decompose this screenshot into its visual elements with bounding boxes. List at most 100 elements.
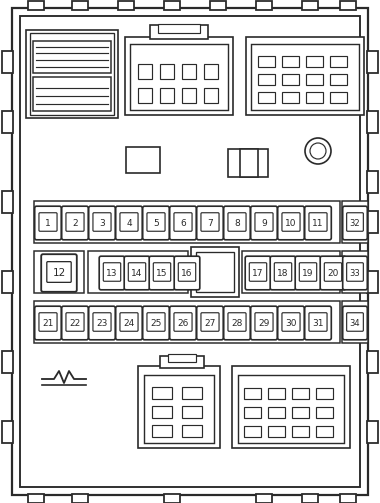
Bar [33,77,111,111]
Bar [316,426,333,437]
Text: 34: 34 [350,319,360,328]
FancyBboxPatch shape [282,313,300,331]
Bar [34,301,340,343]
Text: 25: 25 [150,319,162,328]
Bar [342,251,368,293]
Bar [282,56,299,67]
Bar [228,149,268,177]
Text: 5: 5 [153,219,159,228]
Bar [342,201,368,243]
Bar [256,494,272,503]
Text: 4: 4 [126,219,132,228]
Bar [2,351,13,373]
Bar [2,271,13,293]
Text: 29: 29 [258,319,270,328]
Bar [367,111,378,133]
Bar [244,388,261,399]
FancyBboxPatch shape [228,213,246,231]
FancyBboxPatch shape [224,306,250,340]
Bar [244,426,261,437]
FancyBboxPatch shape [278,306,304,340]
FancyBboxPatch shape [343,306,367,340]
Text: 30: 30 [285,319,297,328]
FancyBboxPatch shape [89,206,115,240]
Bar [246,37,364,115]
FancyBboxPatch shape [270,256,296,290]
Bar [258,92,275,103]
Bar [306,74,323,85]
FancyBboxPatch shape [305,206,331,240]
Bar [196,252,234,292]
Bar [138,366,220,448]
Bar [302,1,318,10]
Bar [144,375,214,443]
Bar [204,88,218,103]
FancyBboxPatch shape [35,306,61,340]
FancyBboxPatch shape [103,263,121,281]
FancyBboxPatch shape [174,313,192,331]
FancyBboxPatch shape [93,213,111,231]
Bar [367,211,378,233]
Bar [182,64,196,79]
Text: 8: 8 [234,219,240,228]
FancyBboxPatch shape [174,213,192,231]
Bar [316,407,333,418]
Bar [164,494,180,503]
FancyBboxPatch shape [255,213,273,231]
Bar [26,30,118,118]
Text: 10: 10 [285,219,297,228]
Text: 20: 20 [327,269,339,278]
Circle shape [305,138,331,164]
Bar [182,406,202,418]
Bar [182,88,196,103]
Bar [2,111,13,133]
FancyBboxPatch shape [224,206,250,240]
Bar [150,25,208,39]
FancyBboxPatch shape [120,313,138,331]
Bar [258,74,275,85]
FancyBboxPatch shape [197,306,223,340]
Text: 28: 28 [231,319,243,328]
Bar [28,1,44,10]
FancyBboxPatch shape [343,206,367,240]
FancyBboxPatch shape [116,206,142,240]
FancyBboxPatch shape [41,254,77,292]
Text: 14: 14 [131,269,142,278]
FancyBboxPatch shape [35,206,61,240]
Text: 16: 16 [181,269,193,278]
FancyBboxPatch shape [347,213,363,231]
Bar [72,1,88,10]
Bar [2,51,13,73]
Bar [238,375,344,443]
Bar [342,301,368,343]
FancyBboxPatch shape [149,256,175,290]
FancyBboxPatch shape [201,313,219,331]
Bar [126,147,160,173]
Bar [182,387,202,399]
Bar [152,425,172,437]
Bar [244,407,261,418]
FancyBboxPatch shape [66,213,84,231]
Bar [118,1,134,10]
FancyBboxPatch shape [245,256,271,290]
FancyBboxPatch shape [295,256,321,290]
Bar [306,56,323,67]
FancyBboxPatch shape [128,263,146,281]
FancyBboxPatch shape [62,306,88,340]
Bar [251,44,359,110]
FancyBboxPatch shape [305,306,331,340]
Bar [268,426,285,437]
FancyBboxPatch shape [324,263,342,281]
Text: 19: 19 [302,269,314,278]
Bar [268,407,285,418]
FancyBboxPatch shape [147,313,165,331]
Text: 17: 17 [252,269,264,278]
Bar [2,191,13,213]
Bar [232,366,350,448]
Bar [292,407,309,418]
Bar [34,201,340,243]
Bar [160,356,204,368]
Text: 32: 32 [350,219,360,228]
Text: 22: 22 [70,319,81,328]
Bar [191,247,239,297]
